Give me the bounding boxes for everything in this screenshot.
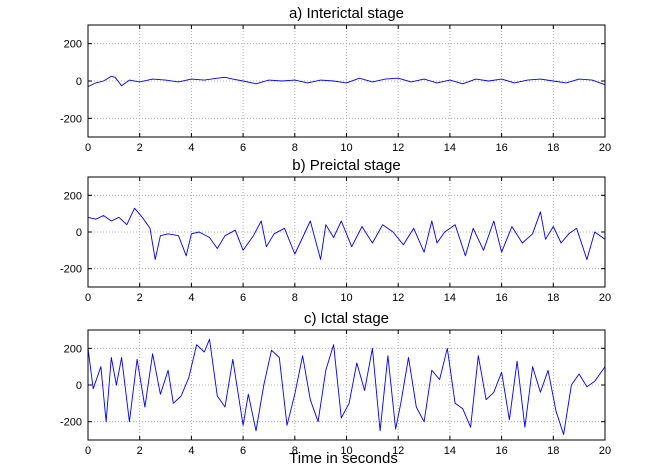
x-tick-label: 6 [240,292,246,304]
eeg-signal-line [87,207,606,260]
x-tick-label: 6 [240,445,246,457]
x-axis-label: Time in seconds [289,450,398,467]
eeg-signal-line [87,338,606,435]
x-tick-label: 10 [340,445,352,457]
x-tick-label: 8 [292,292,298,304]
x-tick-label: 16 [495,142,507,154]
x-tick-label: 0 [85,142,91,154]
x-tick-label: 16 [495,445,507,457]
x-tick-label: 12 [392,142,404,154]
x-tick-label: 0 [85,445,91,457]
panel-preictal: 0 2 4 6 8 10 12 14 16 18 20 200 0 -200 b) Preictal sta… [60,157,611,304]
y-tick-label: 0 [76,380,82,392]
y-tick-label: -200 [60,417,82,429]
x-tick-label: 14 [444,292,456,304]
y-tick-label: 200 [64,190,82,202]
x-tick-label: 4 [188,142,194,154]
x-tick-label: 2 [137,292,143,304]
x-tick-label: 10 [340,292,352,304]
panel-title: c) Ictal stage [304,310,389,327]
panel-title: b) Preictal stage [292,157,400,174]
x-tick-label: 14 [444,445,456,457]
y-tick-label: 200 [64,39,82,51]
x-tick-label: 20 [599,445,611,457]
x-tick-label: 4 [188,292,194,304]
y-tick-label: -200 [60,264,82,276]
x-tick-label: 8 [292,142,298,154]
x-tick-label: 2 [137,142,143,154]
x-tick-label: 2 [137,445,143,457]
x-tick-label: 0 [85,292,91,304]
x-tick-label: 10 [340,142,352,154]
eeg-signal-line [87,75,606,88]
x-tick-label: 12 [392,445,404,457]
x-tick-label: 14 [444,142,456,154]
x-tick-label: 20 [599,292,611,304]
y-tick-label: 0 [76,227,82,239]
x-tick-label: 4 [188,445,194,457]
x-tick-label: 12 [392,292,404,304]
x-tick-label: 8 [292,445,298,457]
x-tick-label: 18 [547,445,559,457]
panel-title: a) Interictal stage [289,5,404,22]
panel-interictal: 0 2 4 6 8 10 12 14 16 18 20 200 0 -200 a) Interictal s… [60,5,611,154]
x-tick-label: 6 [240,142,246,154]
x-tick-label: 16 [495,292,507,304]
y-tick-label: 200 [64,343,82,355]
panel-ictal: 0 2 4 6 8 10 12 14 16 18 20 200 0 -200 c) Ictal stage [60,310,611,457]
x-tick-label: 20 [599,142,611,154]
x-tick-label: 18 [547,142,559,154]
y-tick-label: 0 [76,76,82,88]
y-tick-label: -200 [60,113,82,125]
x-tick-label: 18 [547,292,559,304]
